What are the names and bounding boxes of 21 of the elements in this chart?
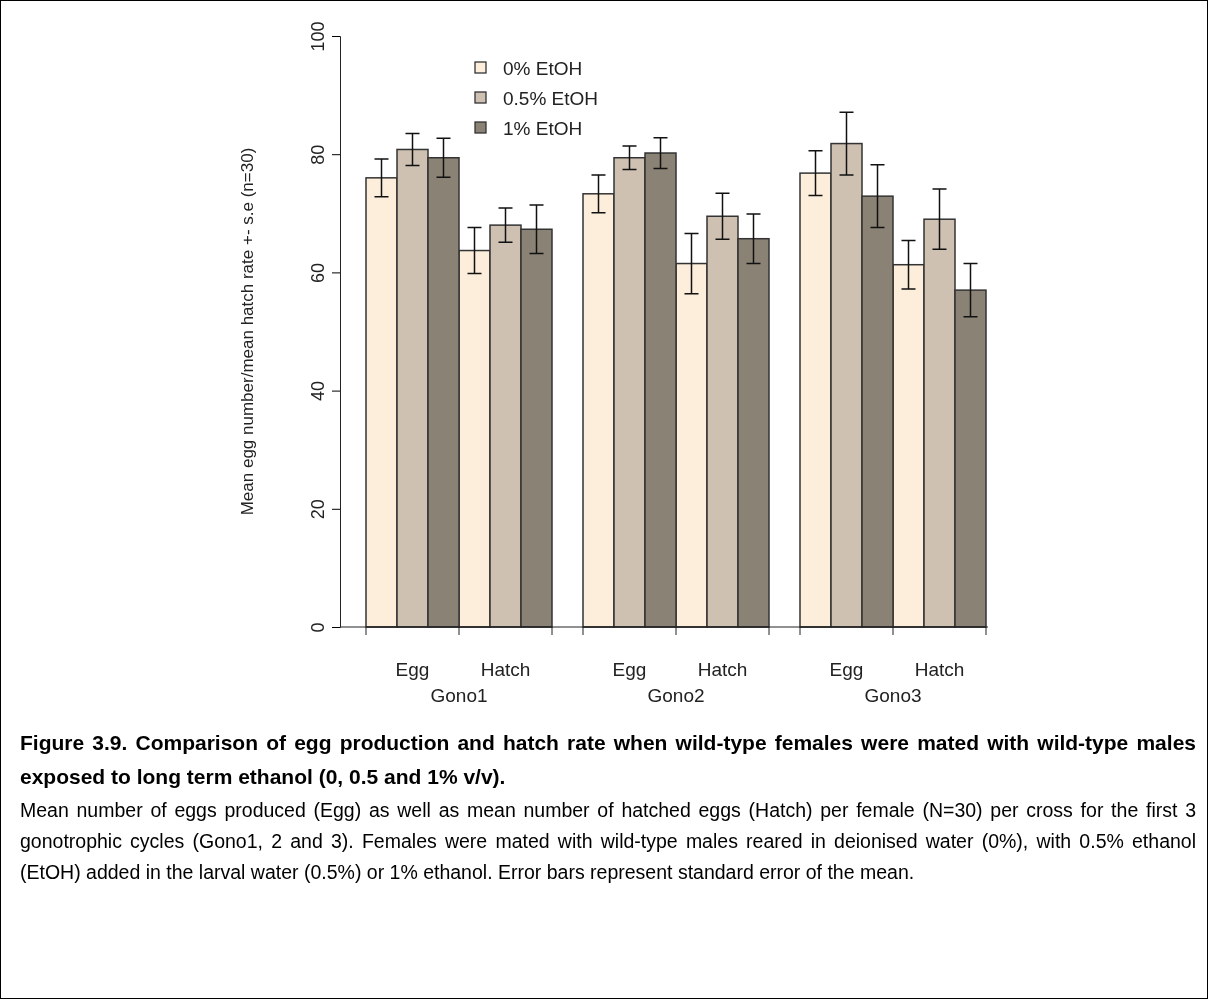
x-tick-label: Hatch (480, 659, 531, 680)
x-tick-label: Egg (612, 659, 647, 680)
text: Mean number of eggs produced (Egg) as well as mean number of hatched eggs (Hatch) per female (N=30) per cross for the first 3 gonotrophic cycles (Gono1, 2 and 3). Females were mated with wild-type males reared in deionised water (0%), with 0.5% ethanol (EtOH) added in the larval water (0.5%) or 1% ethanol. Error bars represent standard error of the mean. (20, 799, 1196, 883)
x-tick-label: Egg (395, 659, 430, 680)
legend-label: 0% EtOH (503, 57, 583, 79)
y-tick-label: 40 (308, 381, 329, 402)
legend-label: 0.5% EtOH (503, 87, 599, 109)
y-tick-label: 20 (308, 499, 329, 520)
y-axis-title: Mean egg number/mean hatch rate +- s.e (n=30) (238, 147, 257, 516)
x-tick-label: Hatch (914, 659, 965, 680)
text: Gono1 (430, 685, 488, 706)
text: Figure 3.9. Comparison of egg production and hatch rate when wild-type females were mated with wild-type males exposed to long term ethanol (0, 0.5 and 1% v/v). (20, 730, 1196, 790)
y-tick-label: 80 (308, 144, 329, 165)
x-tick-label: Hatch (697, 659, 748, 680)
y-tick-label: 0 (308, 622, 329, 633)
text: Gono2 (647, 685, 705, 706)
legend-label: 1% EtOH (503, 117, 583, 139)
text: Gono3 (864, 685, 922, 706)
y-tick-label: 60 (308, 262, 329, 283)
y-tick-label: 100 (308, 21, 329, 52)
x-tick-label: Egg (829, 659, 864, 680)
